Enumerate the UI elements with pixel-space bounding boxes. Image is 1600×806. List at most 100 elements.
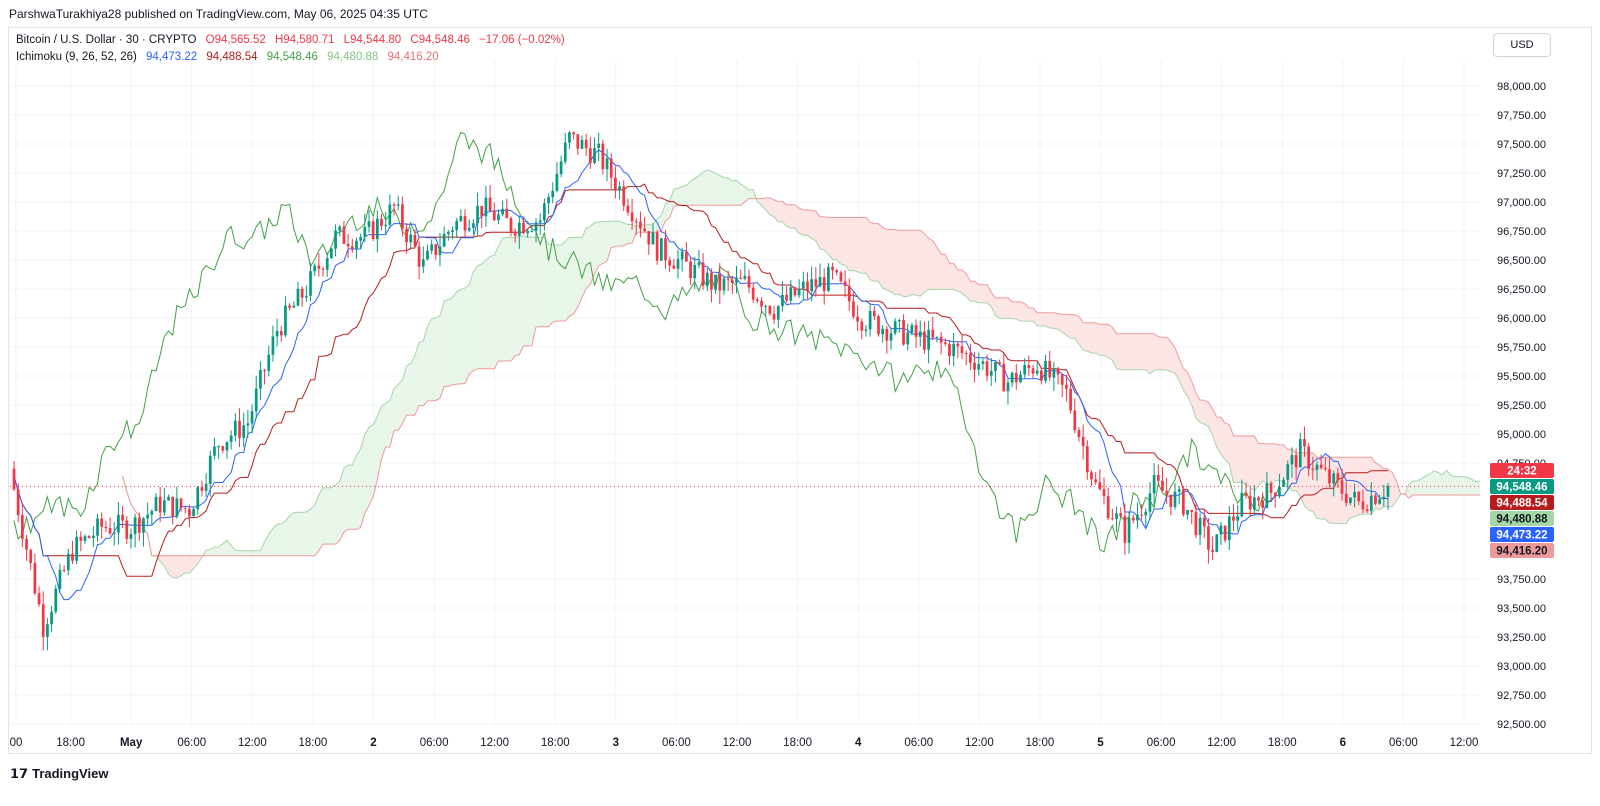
cloud-segment (247, 550, 253, 556)
candle-body (1073, 410, 1077, 431)
candle-body (192, 509, 195, 517)
symbol-legend[interactable]: Bitcoin / U.S. Dollar · 30 · CRYPTO O94,… (16, 34, 571, 46)
candle-body (371, 221, 375, 240)
cloud-segment (172, 555, 177, 578)
candle-body (1002, 363, 1006, 392)
cloud-segment (962, 269, 967, 297)
candle-body (463, 216, 467, 231)
candle-body (906, 332, 910, 345)
x-tick-label: 4 (855, 737, 862, 749)
x-tick-label: 12:00 (723, 737, 752, 749)
candle-body (284, 305, 287, 336)
x-tick-label: 12:00 (1207, 737, 1236, 749)
candle-body (355, 240, 358, 249)
cloud-segment (652, 219, 658, 233)
candle-body (217, 446, 220, 448)
cloud-segment (807, 209, 812, 239)
cloud-segment (552, 245, 557, 323)
candle-body (647, 231, 651, 245)
cloud-segment (811, 210, 816, 241)
candle-body (125, 520, 129, 539)
cloud-segment (498, 238, 503, 361)
cloud-segment (448, 297, 453, 387)
candle-body (626, 205, 630, 213)
candle-body (739, 277, 743, 279)
cloud-segment (348, 464, 353, 530)
cloud-segment (243, 550, 248, 556)
candle-body (104, 526, 108, 529)
candle-body (137, 517, 141, 533)
cloud-segment (882, 227, 887, 291)
cloud-segment (1413, 481, 1418, 495)
candle-body (1152, 475, 1156, 494)
y-tick-label: 97,000.00 (1497, 197, 1546, 209)
candle-body (330, 248, 333, 259)
candle-body (680, 251, 684, 260)
candle-body (459, 216, 463, 221)
candle-body (346, 243, 350, 247)
candle-body (1290, 455, 1294, 465)
candle-body (547, 197, 550, 204)
candle-body (50, 611, 53, 625)
cloud-segment (222, 540, 227, 556)
brand-name: TradingView (32, 766, 109, 781)
candle-body (576, 134, 580, 149)
candle-body (735, 277, 738, 283)
cloud-segment (185, 555, 190, 574)
candle-body (1111, 518, 1114, 520)
candle-body (1248, 495, 1252, 510)
cloud-segment (1112, 327, 1117, 369)
candle-body (20, 515, 24, 539)
cloud-segment (861, 217, 866, 274)
cloud-segment (515, 236, 520, 356)
cloud-segment (281, 521, 286, 556)
candle-body (259, 370, 262, 389)
cloud-segment (1429, 470, 1434, 495)
candle-body (659, 238, 663, 261)
cloud-segment (1049, 312, 1054, 329)
cloud-segment (1108, 324, 1113, 361)
candle-body (559, 161, 563, 175)
cloud-segment (865, 217, 871, 280)
footer-brand[interactable]: 𝟭𝟳 TradingView (10, 766, 108, 782)
cloud-segment (1003, 297, 1008, 319)
currency-button[interactable]: USD (1493, 33, 1551, 57)
cloud-segment (995, 297, 1000, 319)
candle-body (580, 139, 584, 149)
symbol-name: Bitcoin / U.S. Dollar · 30 · CRYPTO (16, 34, 197, 46)
indicator-legend[interactable]: Ichimoku (9, 26, 52, 26) 94,473.22 94,48… (16, 51, 445, 63)
cloud-segment (916, 230, 921, 297)
cloud-segment (502, 237, 507, 361)
candle-body (71, 553, 74, 561)
cloud-segment (744, 186, 750, 202)
candle-body (208, 455, 212, 484)
price-tag (1490, 495, 1554, 510)
cloud-segment (619, 221, 624, 246)
candle-body (238, 420, 241, 438)
cloud-segment (1246, 435, 1251, 488)
publisher-line: ParshwaTurakhiya28 published on TradingV… (9, 7, 428, 21)
candle-body (1207, 526, 1210, 550)
candle-body (380, 218, 383, 226)
cloud-segment (786, 204, 791, 229)
x-tick-label: 06:00 (1389, 737, 1418, 749)
x-tick-label: 12:00 (1450, 737, 1479, 749)
lagging-value: 94,548.46 (266, 51, 318, 63)
candle-body (927, 329, 930, 350)
cloud-segment (987, 284, 992, 307)
cloud-segment (527, 237, 532, 346)
candle-body (501, 208, 504, 215)
cloud-segment (356, 448, 361, 530)
candle-body (338, 226, 342, 231)
candle-body (12, 468, 16, 490)
cloud-segment (1066, 314, 1071, 339)
candle-body (555, 174, 559, 191)
candle-body (756, 299, 759, 301)
candle-body (342, 226, 346, 244)
candle-body (588, 148, 592, 163)
candle-body (1257, 497, 1260, 501)
cloud-segment (723, 177, 729, 206)
cloud-segment (999, 297, 1004, 319)
low-value: L94,544.80 (343, 34, 402, 46)
